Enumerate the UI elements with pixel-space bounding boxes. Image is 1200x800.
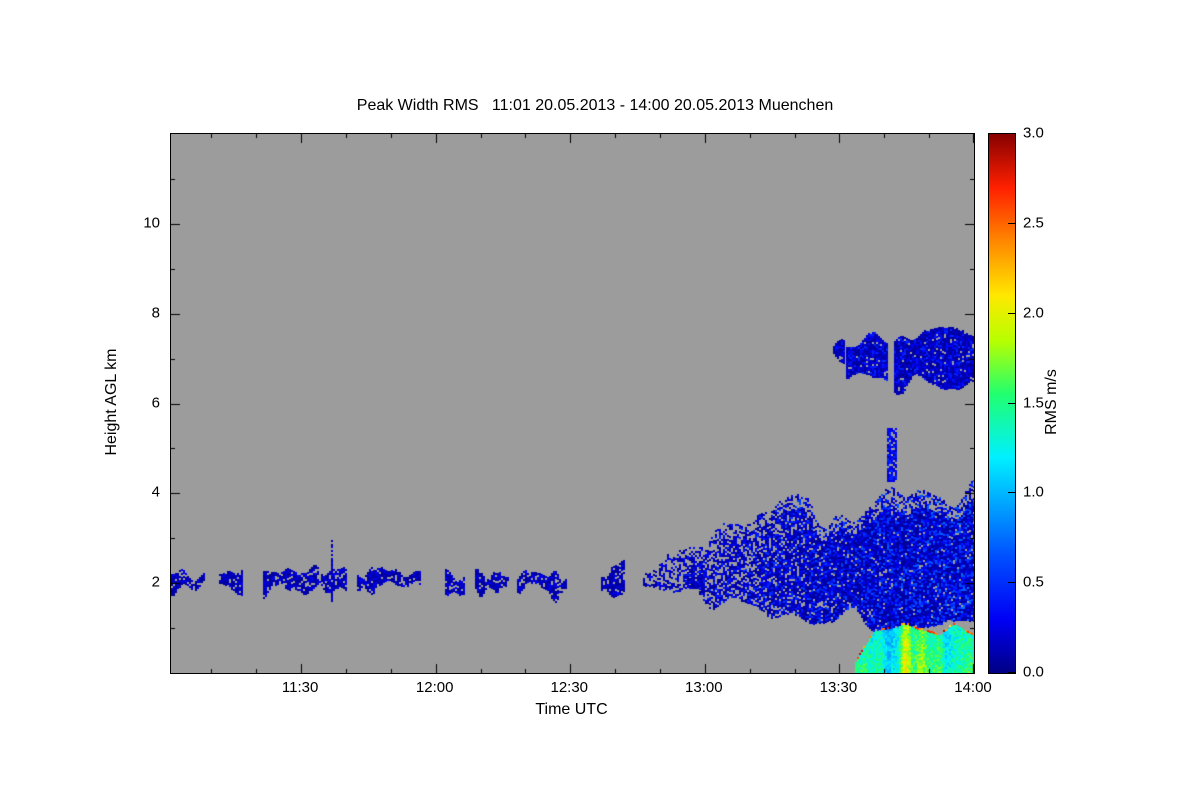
colorbar-title: RMS m/s bbox=[1043, 369, 1060, 435]
colorbar-tick-label: 2.0 bbox=[1023, 304, 1044, 322]
x-tick-label: 13:30 bbox=[819, 679, 858, 696]
y-tick-label: 6 bbox=[151, 394, 160, 411]
colorbar-tick-label: 2.5 bbox=[1023, 214, 1044, 232]
y-tick-label: 4 bbox=[151, 483, 160, 501]
chart-title: Peak Width RMS 11:01 20.05.2013 - 14:00 … bbox=[356, 97, 834, 114]
x-tick-label: 12:00 bbox=[415, 679, 454, 696]
x-tick-label: 11:30 bbox=[281, 679, 319, 696]
x-tick-label: 13:00 bbox=[685, 679, 723, 696]
colorbar-tick-label: 3.0 bbox=[1023, 124, 1044, 142]
colorbar-tick-mark bbox=[1008, 582, 1015, 583]
y-tick-label: 2 bbox=[151, 573, 160, 591]
colorbar-tick-mark bbox=[1008, 313, 1015, 314]
plot-area bbox=[170, 133, 975, 674]
x-tick-label: 14:00 bbox=[954, 679, 992, 696]
x-tick-label: 12:30 bbox=[550, 679, 589, 696]
colorbar-tick-mark bbox=[1008, 133, 1015, 134]
colorbar-tick-mark bbox=[1008, 672, 1015, 673]
colorbar-tick-label: 0.0 bbox=[1023, 663, 1044, 681]
colorbar-tick-label: 1.0 bbox=[1023, 483, 1044, 501]
y-tick-label: 10 bbox=[143, 214, 160, 232]
colorbar-tick-mark bbox=[1008, 403, 1015, 404]
colorbar-tick-label: 0.5 bbox=[1023, 573, 1044, 591]
colorbar-tick-mark bbox=[1008, 223, 1015, 224]
heatmap-canvas bbox=[171, 134, 974, 673]
colorbar-tick-mark bbox=[1008, 492, 1015, 493]
y-tick-label: 8 bbox=[151, 304, 160, 322]
colorbar-tick-label: 1.5 bbox=[1023, 394, 1044, 411]
x-axis-title: Time UTC bbox=[535, 701, 608, 718]
